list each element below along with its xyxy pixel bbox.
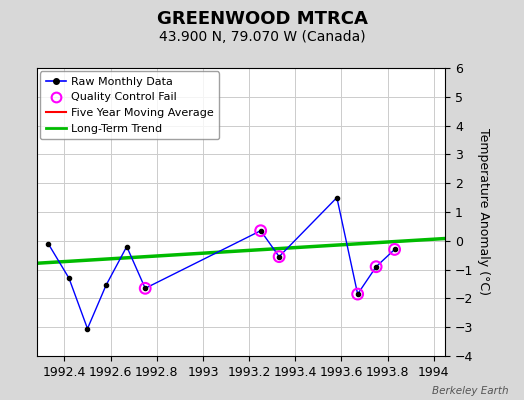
Raw Monthly Data bbox=[334, 195, 340, 200]
Raw Monthly Data bbox=[391, 247, 398, 252]
Raw Monthly Data bbox=[373, 264, 379, 269]
Text: GREENWOOD MTRCA: GREENWOOD MTRCA bbox=[157, 10, 367, 28]
Raw Monthly Data bbox=[355, 292, 361, 296]
Text: Berkeley Earth: Berkeley Earth bbox=[432, 386, 508, 396]
Raw Monthly Data bbox=[257, 228, 264, 233]
Raw Monthly Data bbox=[103, 283, 109, 288]
Text: 43.900 N, 79.070 W (Canada): 43.900 N, 79.070 W (Canada) bbox=[159, 30, 365, 44]
Quality Control Fail bbox=[390, 246, 399, 253]
Quality Control Fail bbox=[141, 285, 149, 292]
Raw Monthly Data bbox=[142, 286, 148, 291]
Y-axis label: Temperature Anomaly (°C): Temperature Anomaly (°C) bbox=[477, 128, 490, 296]
Legend: Raw Monthly Data, Quality Control Fail, Five Year Moving Average, Long-Term Tren: Raw Monthly Data, Quality Control Fail, … bbox=[40, 71, 220, 139]
Quality Control Fail bbox=[354, 291, 362, 297]
Quality Control Fail bbox=[256, 228, 265, 234]
Raw Monthly Data bbox=[124, 244, 130, 249]
Line: Raw Monthly Data: Raw Monthly Data bbox=[46, 196, 397, 331]
Quality Control Fail bbox=[275, 254, 283, 260]
Raw Monthly Data bbox=[66, 276, 72, 281]
Raw Monthly Data bbox=[84, 326, 91, 331]
Quality Control Fail bbox=[372, 264, 380, 270]
Raw Monthly Data bbox=[276, 254, 282, 259]
Raw Monthly Data bbox=[45, 241, 51, 246]
